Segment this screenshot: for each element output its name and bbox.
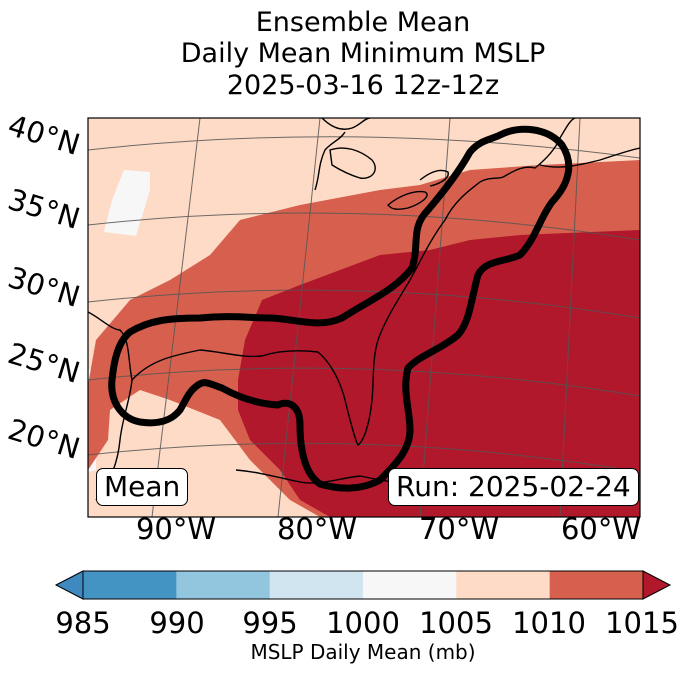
- title-line-3: 2025-03-16 12z-12z: [226, 70, 500, 101]
- colorbar-bins: [83, 571, 644, 599]
- cb-tick-995: 995: [242, 606, 298, 640]
- lon-label-90: 90°W: [135, 512, 217, 546]
- colorbar-bin-995-1000: [269, 571, 364, 599]
- lon-label-60: 60°W: [560, 512, 642, 546]
- ensemble-mean-pressure-contour: [108, 125, 573, 492]
- colorbar-extend-high: [642, 570, 672, 600]
- title-line-2: Daily Mean Minimum MSLP: [180, 38, 546, 69]
- gridline-lat-35: [88, 212, 640, 241]
- gridline-lon-80: [277, 118, 321, 517]
- colorbar-extend-low: [54, 570, 84, 600]
- colorbar-bin-990-995: [176, 571, 271, 599]
- cb-tick-1010: 1010: [512, 606, 586, 640]
- title-line-1: Ensemble Mean: [255, 7, 471, 38]
- cb-tick-1005: 1005: [419, 606, 493, 640]
- gridline-lat-25: [88, 367, 640, 397]
- colorbar-frame: [82, 570, 644, 600]
- colorbar-bin-1005-1010: [456, 571, 551, 599]
- field-1000-1005-patch: [104, 170, 150, 236]
- mean-label-box: Mean: [96, 468, 189, 506]
- colorbar: [54, 570, 672, 600]
- colorbar-bin-1010-1015: [549, 571, 644, 599]
- lon-label-80: 80°W: [276, 512, 358, 546]
- run-date-box: Run: 2025-02-24: [388, 468, 639, 506]
- cb-tick-990: 990: [149, 606, 205, 640]
- gridline-lat-30: [88, 289, 640, 319]
- map-panel: [88, 118, 640, 517]
- map-frame: [87, 117, 641, 518]
- cb-tick-1015: 1015: [605, 606, 679, 640]
- lon-label-70: 70°W: [418, 512, 500, 546]
- gridline-lon-60: [559, 118, 581, 517]
- cb-tick-1000: 1000: [326, 606, 400, 640]
- colorbar-label: MSLP Daily Mean (mb): [250, 640, 476, 664]
- cb-tick-985: 985: [55, 606, 111, 640]
- colorbar-bin-1000-1005: [363, 571, 457, 599]
- field-over-1015: [238, 230, 640, 517]
- colorbar-bin-985-990: [83, 571, 177, 599]
